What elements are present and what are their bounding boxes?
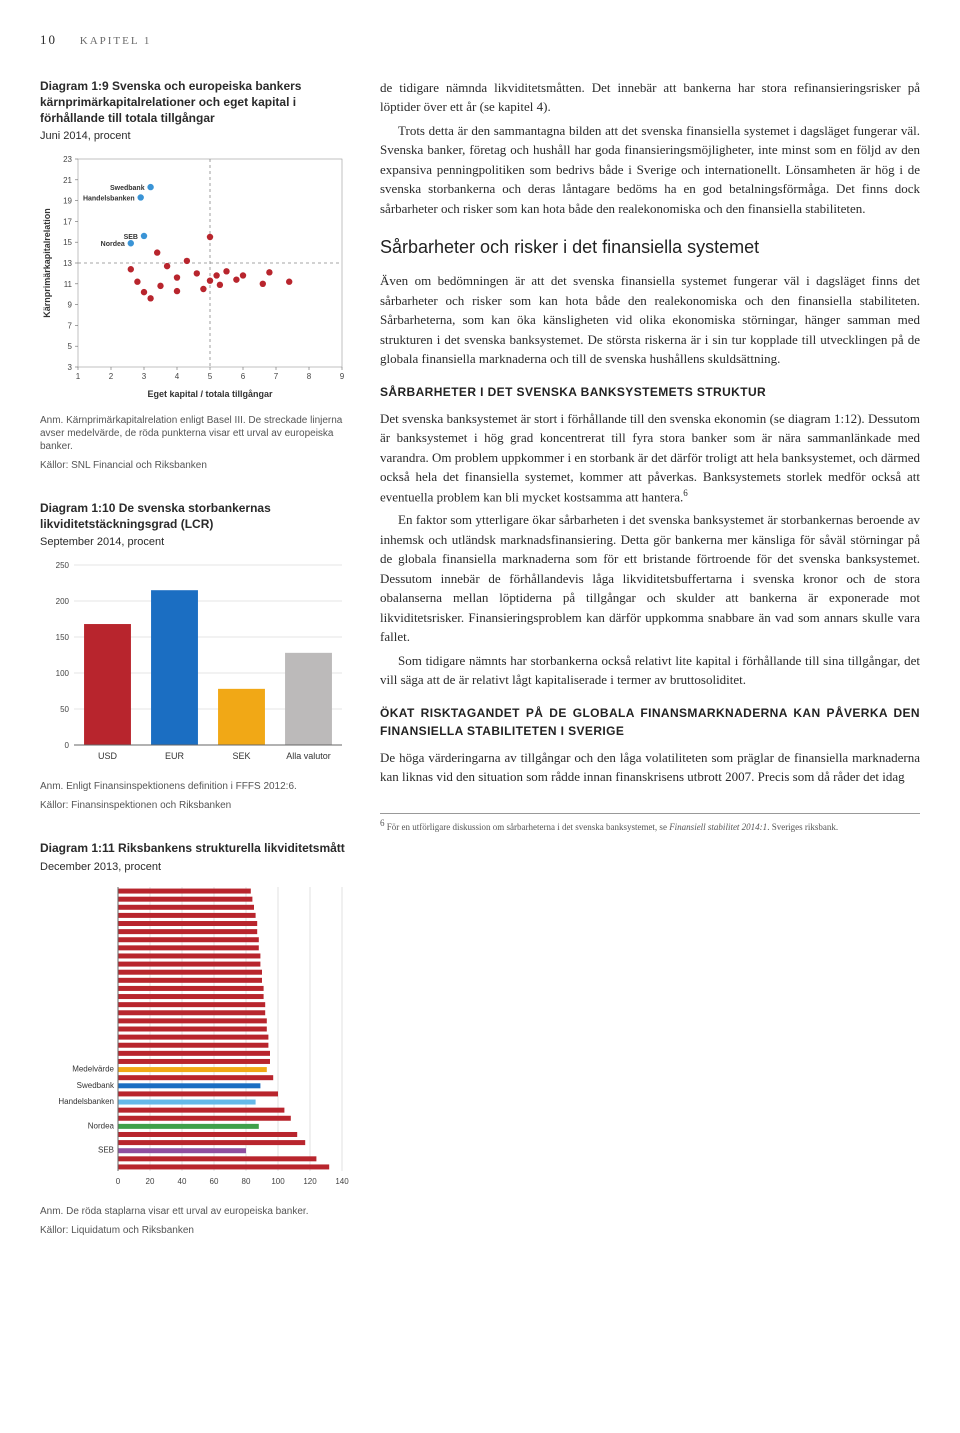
- footnote-marker-6: 6: [683, 488, 688, 498]
- svg-text:140: 140: [335, 1177, 349, 1186]
- chart-1-9-subtitle: Juni 2014, procent: [40, 128, 350, 145]
- footnote-6-cite: Finansiell stabilitet 2014:1: [669, 822, 767, 832]
- chart-1-11-subtitle: December 2013, procent: [40, 859, 350, 876]
- svg-text:250: 250: [56, 561, 70, 570]
- chart-1-10-note: Anm. Enligt Finansinspektionens definiti…: [40, 780, 350, 793]
- body-h2: Sårbarheter och risker i det finansiella…: [380, 234, 920, 261]
- svg-text:Swedbank: Swedbank: [77, 1081, 115, 1090]
- svg-text:Kärnprimärkapitalrelation: Kärnprimärkapitalrelation: [42, 208, 52, 318]
- svg-text:19: 19: [63, 196, 72, 205]
- right-column: de tidigare nämnda likviditetsmåtten. De…: [380, 78, 920, 1265]
- body-p7: De höga värderingarna av tillgångar och …: [380, 748, 920, 787]
- svg-text:11: 11: [64, 279, 73, 288]
- chart-1-10-svg: 0 50 100 150 200 250 USD EUR SEK Alla valutor: [40, 559, 350, 769]
- svg-text:Eget kapital / totala tillgång: Eget kapital / totala tillgångar: [147, 389, 273, 399]
- svg-text:Handelsbanken: Handelsbanken: [58, 1097, 114, 1106]
- page-number: 10: [40, 32, 57, 47]
- svg-text:50: 50: [60, 705, 69, 714]
- footnote-6: 6 För en utförligare diskussion om sårba…: [380, 813, 920, 834]
- body-p4: Det svenska banksystemet är stort i förh…: [380, 409, 920, 507]
- svg-text:0: 0: [65, 741, 70, 750]
- svg-text:Swedbank: Swedbank: [110, 185, 145, 192]
- svg-text:0: 0: [116, 1177, 121, 1186]
- chart-1-10: Diagram 1:10 De svenska storbankernas li…: [40, 500, 350, 812]
- body-p6: Som tidigare nämnts har storbankerna ock…: [380, 651, 920, 690]
- svg-text:150: 150: [56, 633, 70, 642]
- svg-text:40: 40: [178, 1177, 187, 1186]
- svg-text:5: 5: [68, 342, 73, 351]
- svg-text:Medelvärde: Medelvärde: [72, 1065, 114, 1074]
- body-p2: Trots detta är den sammantagna bilden at…: [380, 121, 920, 219]
- svg-text:SEB: SEB: [98, 1146, 114, 1155]
- svg-text:13: 13: [63, 259, 72, 268]
- footnote-6-tail: . Sveriges riksbank.: [767, 822, 838, 832]
- svg-text:120: 120: [303, 1177, 317, 1186]
- chapter-label: KAPITEL 1: [80, 35, 152, 47]
- svg-text:EUR: EUR: [165, 751, 185, 761]
- svg-text:21: 21: [63, 175, 72, 184]
- svg-text:SEK: SEK: [232, 751, 250, 761]
- body-p4-text: Det svenska banksystemet är stort i förh…: [380, 411, 920, 504]
- svg-text:80: 80: [242, 1177, 251, 1186]
- chart-1-11-svg: 0 20 40 60 80 100 120 140 Medelvärde Swedbank Hand…: [40, 883, 350, 1193]
- svg-text:3: 3: [142, 372, 147, 381]
- svg-text:100: 100: [56, 669, 70, 678]
- footnote-6-text: För en utförligare diskussion om sårbarh…: [387, 822, 669, 832]
- body-h3b: ÖKAT RISKTAGANDET PÅ DE GLOBALA FINANSMA…: [380, 704, 920, 740]
- svg-text:SEB: SEB: [124, 234, 138, 241]
- svg-text:2: 2: [109, 372, 114, 381]
- svg-text:9: 9: [68, 300, 73, 309]
- body-p3: Även om bedömningen är att det svenska f…: [380, 271, 920, 369]
- chart-1-9-source: Källor: SNL Financial och Riksbanken: [40, 459, 350, 472]
- svg-text:60: 60: [210, 1177, 219, 1186]
- chart-1-9-title: Diagram 1:9 Svenska och europeiska banke…: [40, 78, 350, 127]
- page-header: 10 KAPITEL 1: [40, 30, 920, 50]
- left-column: Diagram 1:9 Svenska och europeiska banke…: [40, 78, 350, 1265]
- svg-text:7: 7: [68, 321, 73, 330]
- chart-1-10-title: Diagram 1:10 De svenska storbankernas li…: [40, 500, 350, 532]
- svg-text:9: 9: [340, 372, 345, 381]
- two-column-layout: Diagram 1:9 Svenska och europeiska banke…: [40, 78, 920, 1265]
- chart-1-11-title: Diagram 1:11 Riksbankens strukturella li…: [40, 840, 350, 856]
- chart-1-10-source: Källor: Finansinspektionen och Riksbanke…: [40, 799, 350, 812]
- svg-text:200: 200: [56, 597, 70, 606]
- svg-text:15: 15: [63, 238, 72, 247]
- svg-text:Alla valutor: Alla valutor: [286, 751, 331, 761]
- chart-1-9: Diagram 1:9 Svenska och europeiska banke…: [40, 78, 350, 473]
- svg-text:23: 23: [63, 155, 72, 164]
- svg-text:100: 100: [271, 1177, 285, 1186]
- svg-text:5: 5: [208, 372, 213, 381]
- chart-1-11: Diagram 1:11 Riksbankens strukturella li…: [40, 840, 350, 1236]
- svg-text:Handelsbanken: Handelsbanken: [83, 195, 135, 202]
- svg-text:1: 1: [76, 372, 81, 381]
- svg-text:20: 20: [146, 1177, 155, 1186]
- svg-text:7: 7: [274, 372, 279, 381]
- chart-1-9-svg: 123456789357911131517192123SwedbankHande…: [40, 153, 350, 403]
- chart-1-11-note: Anm. De röda staplarna visar ett urval a…: [40, 1205, 350, 1218]
- svg-text:3: 3: [68, 363, 73, 372]
- svg-text:17: 17: [63, 217, 72, 226]
- svg-text:Nordea: Nordea: [101, 241, 125, 248]
- body-h3a: SÅRBARHETER I DET SVENSKA BANKSYSTEMETS …: [380, 383, 920, 401]
- chart-1-9-note: Anm. Kärnprimärkapitalrelation enligt Ba…: [40, 414, 350, 453]
- svg-text:6: 6: [241, 372, 246, 381]
- body-p1: de tidigare nämnda likviditetsmåtten. De…: [380, 78, 920, 117]
- chart-1-10-subtitle: September 2014, procent: [40, 534, 350, 551]
- svg-text:USD: USD: [98, 751, 118, 761]
- svg-text:Nordea: Nordea: [88, 1121, 115, 1130]
- chart-1-11-source: Källor: Liquidatum och Riksbanken: [40, 1224, 350, 1237]
- svg-text:8: 8: [307, 372, 312, 381]
- footnote-6-marker: 6: [380, 818, 385, 828]
- svg-text:4: 4: [175, 372, 180, 381]
- body-p5: En faktor som ytterligare ökar sårbarhet…: [380, 510, 920, 647]
